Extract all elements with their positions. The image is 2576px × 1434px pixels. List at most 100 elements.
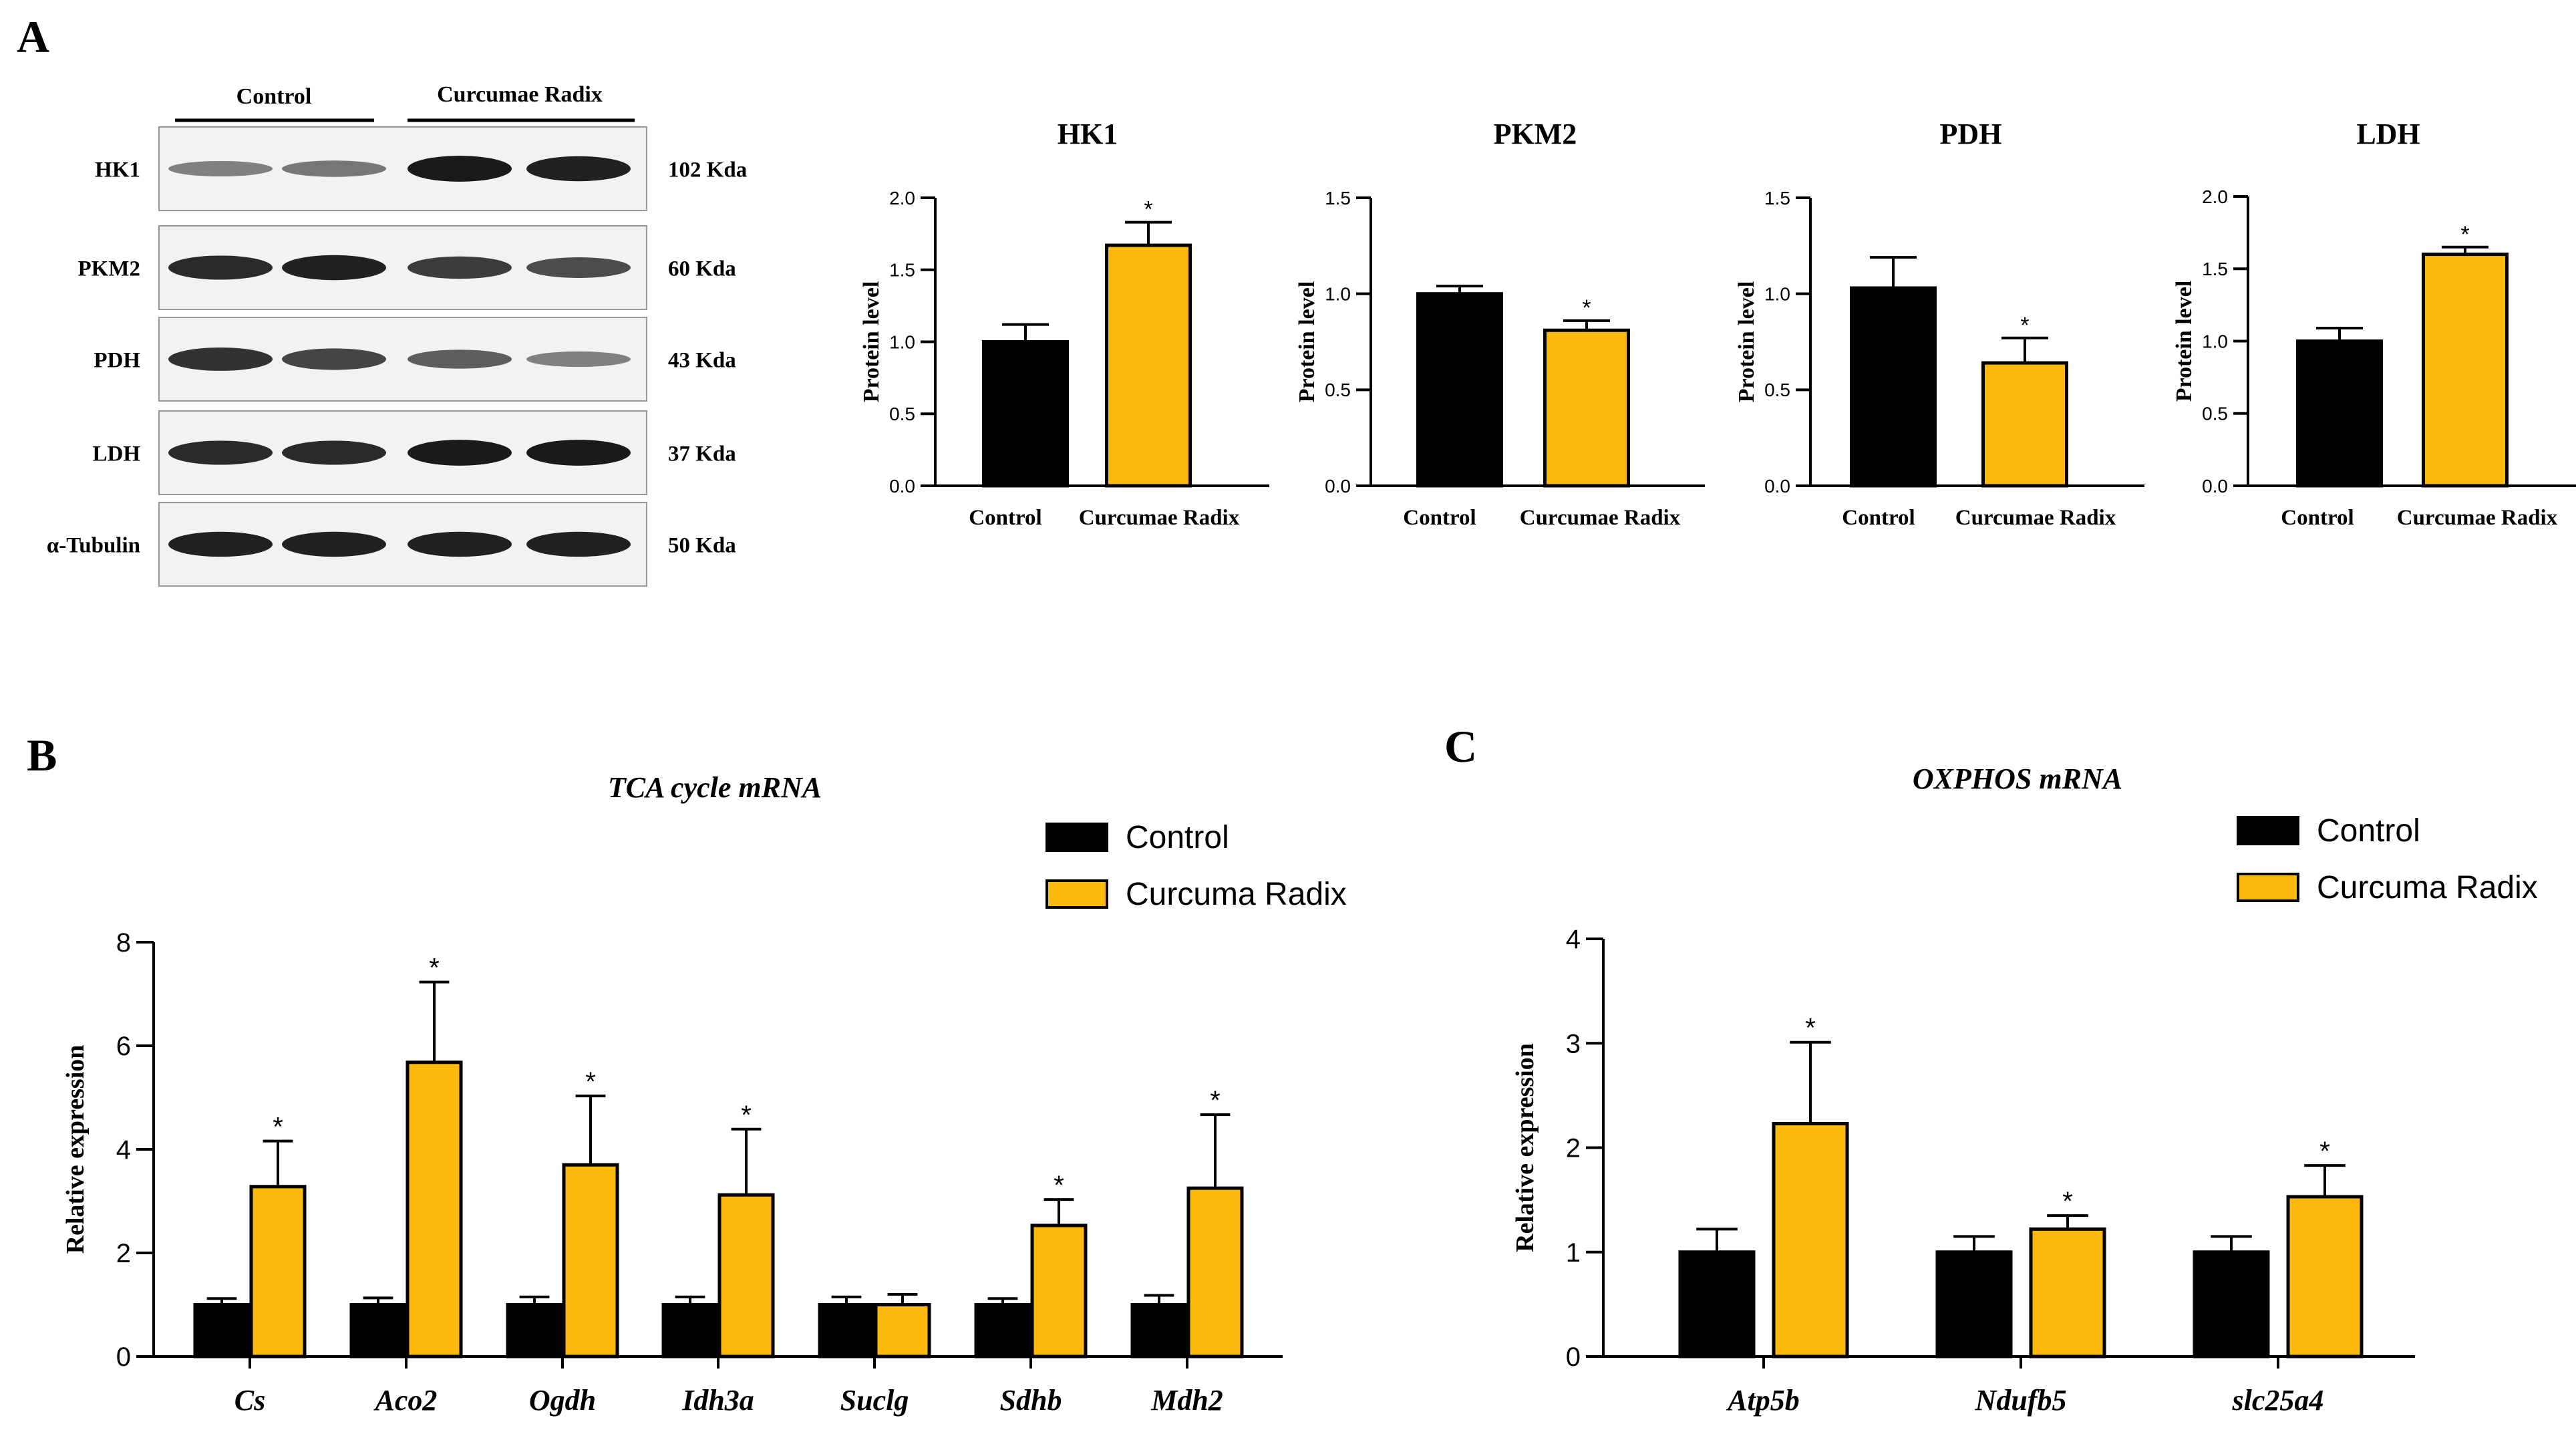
y-tick-label: 4 [116,1135,131,1165]
protein-label: HK1 [95,158,140,182]
chart-title: HK1 [1058,118,1118,150]
band-lane-4 [526,531,631,557]
western-blot: Control Curcumae Radix HK1 102 Kda PKM2 60 … [47,82,747,587]
x-tick-label: Control [2281,506,2354,530]
band-lane-1 [168,531,273,557]
y-axis-label: Relative expression [1511,1043,1539,1252]
bar-curcumae-radix [2422,253,2509,488]
y-axis-label: Relative expression [61,1045,90,1254]
y-tick-label: 4 [1566,925,1581,954]
blot-row-pdh: PDH 43 Kda [94,317,736,402]
band-lane-2 [282,531,386,557]
x-tick-label: Ogdh [529,1384,596,1417]
y-tick-label: 1.5 [1325,188,1351,208]
protein-label: α-Tubulin [47,534,140,558]
band-lane-1 [168,160,273,177]
x-tick-label: Cs [234,1384,265,1417]
x-tick-label: Aco2 [373,1384,438,1417]
significance-star: * [429,954,440,983]
band-lane-2 [282,160,386,177]
bar-slc25a4-control [2193,1250,2270,1358]
significance-star: * [1582,295,1591,321]
legend-label-control: Control [1126,820,1229,855]
significance-star: * [2460,222,2469,247]
bar-control [982,340,1069,488]
group-label-control: Control [236,84,312,109]
chart-title: OXPHOS mRNA [1913,762,2122,795]
significance-star: * [1054,1171,1064,1200]
x-tick-label: Sdhb [1000,1384,1062,1417]
band-lane-3 [408,531,512,557]
chart-title: LDH [2356,118,2420,150]
x-tick-label: Curcumae Radix [2397,506,2558,530]
bar-ndufb5-control [1935,1250,2013,1358]
bar-ndufb5-curcuma-radix [2029,1227,2106,1358]
significance-star: * [741,1101,752,1130]
mw-label: 37 Kda [668,442,736,466]
x-tick-label: Curcumae Radix [1520,506,1681,530]
mw-label: 60 Kda [668,257,736,281]
protein-label: PDH [94,349,140,373]
mw-label: 50 Kda [668,534,736,558]
chart-tca: TCA cycle mRNA Relative expression 0 2 4 6 8 * C… [61,771,1347,1417]
band-lane-3 [408,440,512,466]
significance-star: * [273,1113,283,1142]
group-label-treatment: Curcumae Radix [437,82,603,107]
x-tick-label: Mdh2 [1150,1384,1223,1417]
bar-control [1416,292,1503,488]
bar-ogdh-curcuma-radix [562,1163,619,1358]
chart-ldh: LDH Protein level 0.0 0.5 1.0 1.5 2.0 Control * C… [2172,118,2576,530]
legend-swatch-control [2237,816,2299,845]
y-tick-label: 1.5 [1764,188,1790,208]
y-tick-label: 0.0 [889,476,915,496]
bar-curcumae-radix [1981,361,2068,488]
legend-label-curcuma-radix: Curcuma Radix [1126,877,1347,912]
protein-label: PKM2 [78,257,140,281]
y-tick-label: 0.0 [1764,476,1790,496]
band-lane-3 [408,156,512,182]
bar-suclg-curcuma-radix [874,1303,931,1358]
x-tick-label: Atp5b [1726,1384,1800,1417]
bar-curcumae-radix [1105,243,1192,488]
bar-curcumae-radix [1543,328,1630,488]
blot-row-tubulin: α-Tubulin 50 Kda [47,502,736,587]
bar-mdh2-curcuma-radix [1186,1186,1244,1358]
y-tick-label: 2 [1566,1134,1581,1163]
x-tick-label: Control [1403,506,1476,530]
bar-atp5b-control [1678,1250,1756,1358]
chart-title: PKM2 [1494,118,1577,150]
y-tick-label: 0 [116,1342,131,1372]
chart-pdh: PDH Protein level 0.0 0.5 1.0 1.5 Control * Curc… [1734,118,2144,530]
band-lane-1 [168,347,273,371]
mw-label: 43 Kda [668,349,736,373]
y-tick-label: 0.5 [2202,404,2228,424]
y-tick-label: 0.5 [1325,380,1351,400]
band-lane-1 [168,255,273,280]
panel-label-a: A [17,11,49,62]
bar-idh3a-curcuma-radix [717,1193,775,1358]
y-tick-label: 0.0 [1325,476,1351,496]
y-axis-label: Protein level [859,281,884,403]
mw-label: 102 Kda [668,158,747,182]
bar-aco2-curcuma-radix [406,1060,463,1358]
y-tick-label: 1.5 [2202,259,2228,279]
y-axis-label: Protein level [1734,281,1759,403]
x-tick-label: Suclg [840,1384,909,1417]
bar-control [2296,339,2383,488]
y-tick-label: 8 [116,928,131,958]
y-axis-label: Protein level [1295,281,1319,403]
band-lane-2 [282,255,386,281]
band-lane-4 [526,440,631,466]
x-tick-label: slc25a4 [2232,1384,2324,1417]
y-tick-label: 0 [1566,1342,1581,1372]
bar-suclg-control [818,1303,875,1358]
blot-row-hk1: HK1 102 Kda [95,126,747,211]
bar-atp5b-curcuma-radix [1772,1122,1849,1358]
y-tick-label: 2.0 [889,188,915,208]
y-tick-label: 1.0 [2202,331,2228,351]
chart-hk1: HK1 Protein level 0.0 0.5 1.0 1.5 2.0 Control * C… [859,118,1269,530]
bar-slc25a4-curcuma-radix [2286,1195,2364,1358]
significance-star: * [2319,1137,2330,1166]
y-tick-label: 0.5 [889,404,915,424]
y-tick-label: 3 [1566,1029,1581,1058]
